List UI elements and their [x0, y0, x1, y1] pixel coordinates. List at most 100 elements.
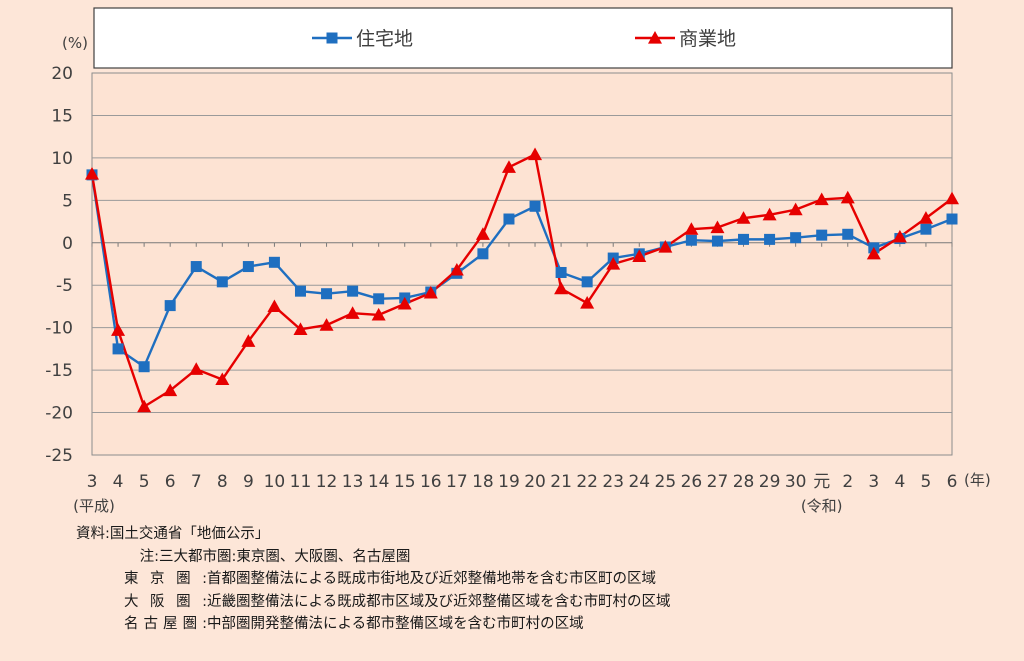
x-tick-label: 27	[707, 472, 729, 492]
data-point-commercial	[293, 322, 308, 335]
x-tick-label: 5	[921, 472, 932, 492]
x-tick-label: 11	[290, 472, 312, 492]
data-point-commercial	[736, 211, 751, 224]
data-point-commercial	[501, 160, 516, 173]
data-point-commercial	[423, 285, 438, 299]
series-line-residential	[90, 174, 953, 368]
data-point-commercial	[658, 240, 673, 253]
data-point-residential	[164, 300, 176, 312]
note-text: 近畿圏整備法による既成都市区域及び近郊整備区域を含む市町村の区域	[207, 593, 671, 610]
note-text: 首都圏整備法による既成市街地及び近郊整備地帯を含む市区町の区域	[207, 571, 657, 587]
y-tick-label: -10	[45, 319, 73, 339]
data-point-commercial	[111, 323, 126, 336]
data-point-commercial	[892, 229, 907, 243]
x-tick-label: 18	[472, 472, 494, 492]
note-row: 名古屋圏:中部圏開発整備法による都市整備区域を含む市町村の区域	[76, 613, 671, 636]
data-point-commercial	[345, 306, 360, 319]
x-tick-label: 23	[602, 472, 624, 492]
data-point-commercial	[580, 296, 595, 309]
y-tick-label: 5	[62, 191, 73, 211]
data-point-commercial	[840, 190, 855, 204]
legend: 住宅地 商業地	[312, 28, 736, 50]
data-point-commercial	[554, 281, 569, 295]
data-point-residential	[946, 213, 958, 225]
note-row: 資料:国土交通省「地価公示」	[76, 523, 671, 546]
data-point-residential	[347, 285, 359, 297]
data-point-commercial	[163, 383, 178, 397]
data-point-commercial	[215, 372, 230, 386]
y-tick-label: -5	[56, 276, 73, 296]
y-tick-label: -25	[45, 446, 73, 466]
legend-marker-commercial	[648, 31, 662, 44]
data-point-commercial	[85, 167, 99, 180]
data-point-residential	[190, 261, 202, 273]
y-tick-label: 10	[51, 149, 73, 169]
plot-area	[91, 72, 953, 456]
data-point-residential	[138, 361, 150, 373]
note-row: 大阪圏:近畿圏整備法による既成都市区域及び近郊整備区域を含む市町村の区域	[76, 591, 671, 614]
data-point-commercial	[788, 202, 803, 216]
data-point-residential	[738, 233, 750, 245]
data-point-residential	[529, 200, 541, 212]
data-point-commercial	[371, 307, 386, 321]
x-tick-label: 21	[550, 472, 572, 492]
data-point-residential	[373, 293, 385, 305]
legend-marker-residential	[326, 32, 338, 44]
note-label: 東京圏:	[124, 571, 207, 587]
y-tick-label: -20	[45, 404, 73, 424]
x-tick-label: 4	[894, 472, 905, 492]
y-tick-label: 20	[51, 64, 73, 84]
x-tick-label: 2	[842, 472, 853, 492]
x-tick-label: 9	[243, 472, 254, 492]
x-tick-label: 13	[342, 472, 364, 492]
data-point-commercial	[606, 257, 621, 270]
data-point-commercial	[267, 299, 282, 313]
note-text: 中部圏開発整備法による都市整備区域を含む市町村の区域	[207, 616, 584, 632]
data-point-commercial	[189, 362, 204, 375]
data-point-commercial	[475, 227, 490, 240]
data-point-commercial	[241, 334, 256, 347]
data-point-residential	[842, 228, 854, 240]
legend-label-residential: 住宅地	[356, 28, 413, 50]
x-unit-label: (年)	[964, 471, 991, 489]
data-point-residential	[503, 213, 515, 225]
x-tick-label: 26	[681, 472, 703, 492]
data-point-commercial	[814, 192, 829, 206]
gridlines	[91, 114, 953, 414]
x-tick-label: 8	[217, 472, 228, 492]
series-markers	[85, 147, 959, 413]
y-tick-label: 15	[51, 106, 73, 126]
x-tick-label: 10	[264, 472, 286, 492]
data-point-commercial	[137, 399, 152, 413]
x-tick-label: 7	[191, 472, 202, 492]
x-tick-label: 19	[498, 472, 520, 492]
data-point-residential	[816, 229, 828, 241]
note-label: 注:	[139, 548, 159, 565]
x-tick-label: 6	[947, 472, 958, 492]
data-point-commercial	[866, 246, 881, 260]
data-point-residential	[764, 233, 776, 245]
data-point-commercial	[319, 318, 334, 331]
x-tick-label: 14	[368, 472, 390, 492]
era-label: (令和)	[801, 497, 843, 515]
legend-label-commercial: 商業地	[679, 28, 736, 50]
x-tick-labels: 3 4 5 6 7 8 9 10 11 12 13 14 15 16 17 18 19 20 21 22 23 24 25 2…	[73, 471, 991, 515]
data-point-residential	[321, 288, 333, 300]
data-point-residential	[242, 261, 254, 273]
data-point-residential	[581, 276, 593, 288]
x-tick-label: 15	[394, 472, 416, 492]
y-tick-label: -15	[45, 361, 73, 381]
data-point-residential	[711, 235, 723, 247]
era-label: (平成)	[73, 497, 115, 515]
note-text: 三大都市圏:東京圏、大阪圏、名古屋圏	[159, 548, 411, 565]
data-point-commercial	[397, 296, 412, 310]
x-tick-label: 元	[813, 472, 830, 492]
series-line-commercial	[90, 153, 953, 408]
data-point-residential	[685, 234, 697, 246]
data-point-commercial	[710, 220, 725, 234]
x-tick-label: 17	[446, 472, 468, 492]
x-tick-label: 24	[628, 472, 650, 492]
x-tick-label: 25	[655, 472, 677, 492]
x-tick-label: 3	[868, 472, 879, 492]
